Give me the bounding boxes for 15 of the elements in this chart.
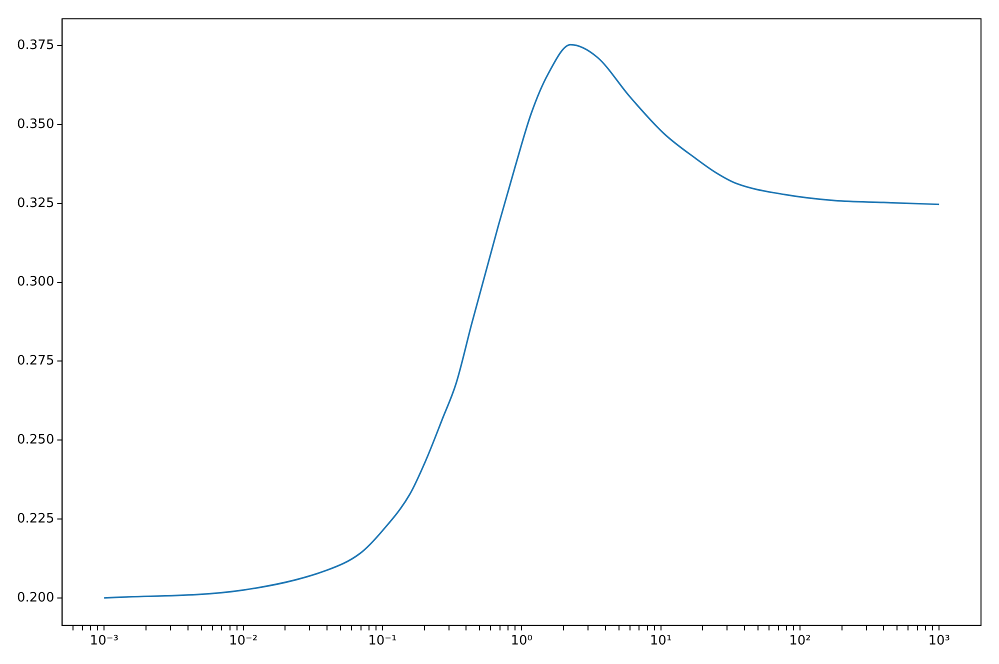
x-tick-label: 10⁻³ xyxy=(90,634,118,649)
y-tick-label: 0.225 xyxy=(17,511,54,526)
y-tick-label: 0.350 xyxy=(17,116,54,132)
y-tick-label: 0.300 xyxy=(17,274,54,290)
y-tick-label: 0.200 xyxy=(17,590,54,606)
x-tick-label: 10⁻² xyxy=(228,634,258,649)
x-tick-label: 10¹ xyxy=(650,634,672,649)
y-tick-label: 0.275 xyxy=(17,354,54,369)
x-tick-label: 10³ xyxy=(928,634,950,649)
y-tick-label: 0.325 xyxy=(17,196,54,211)
x-tick-label: 10⁰ xyxy=(510,634,532,649)
x-tick-label: 10² xyxy=(789,634,811,649)
y-tick-label: 0.250 xyxy=(17,432,54,448)
y-tick-label: 0.375 xyxy=(17,38,54,53)
x-tick-label: 10⁻¹ xyxy=(368,634,397,649)
